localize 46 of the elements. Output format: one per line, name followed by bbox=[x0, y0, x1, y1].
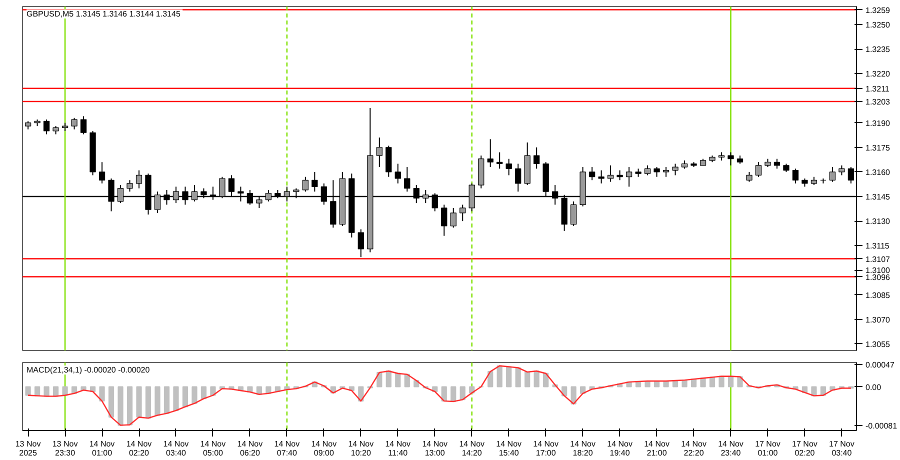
y-tick-label: 1.3115 bbox=[866, 242, 890, 251]
y-tick-label: 0.00 bbox=[866, 382, 882, 392]
x-tick-label: 13 Nov 2025 bbox=[15, 440, 41, 458]
x-tick-label: 17 Nov 02:20 bbox=[792, 440, 818, 458]
ref-line-label: 1.3203 bbox=[866, 98, 891, 107]
x-tick-label: 14 Nov 15:40 bbox=[496, 440, 522, 458]
x-tick-label: 14 Nov 21:00 bbox=[644, 440, 670, 458]
x-tick-label: 14 Nov 23:40 bbox=[718, 440, 744, 458]
y-tick-label: 1.3100 bbox=[866, 266, 891, 276]
x-tick-label: 14 Nov 17:00 bbox=[533, 440, 559, 458]
y-tick-label: 1.3085 bbox=[866, 290, 891, 300]
y-tick-label: 0.00047 bbox=[866, 360, 895, 370]
chart-title: MACD(21,34,1) -0.00020 -0.00020 bbox=[26, 366, 150, 374]
x-tick-label: 14 Nov 02:20 bbox=[126, 440, 152, 458]
ref-line-label: 1.3107 bbox=[866, 254, 891, 264]
ref-line-label: 1.3145 bbox=[866, 192, 891, 202]
y-tick-label: 1.3190 bbox=[866, 118, 891, 128]
ref-line-label: 1.3096 bbox=[866, 272, 891, 282]
x-tick-label: 14 Nov 11:40 bbox=[385, 440, 411, 458]
x-tick-label: 14 Nov 22:20 bbox=[681, 440, 706, 458]
y-tick-label: 1.3130 bbox=[866, 217, 891, 226]
y-tick-label: 1.3160 bbox=[866, 168, 891, 177]
x-tick-label: 14 Nov 14:20 bbox=[459, 440, 485, 458]
x-tick-label: 14 Nov 05:00 bbox=[200, 440, 226, 458]
x-tick-label: 14 Nov 19:40 bbox=[607, 440, 632, 458]
y-tick-label: 1.3175 bbox=[866, 143, 891, 152]
y-tick-label: 1.3220 bbox=[866, 70, 891, 79]
ref-line-label: 1.3259 bbox=[866, 6, 891, 15]
y-tick-label: 1.3235 bbox=[866, 45, 891, 54]
ref-line-label: 1.3211 bbox=[866, 84, 890, 94]
x-tick-label: 14 Nov 07:40 bbox=[274, 440, 300, 458]
x-tick-label: 13 Nov 23:30 bbox=[52, 440, 78, 458]
x-tick-label: 14 Nov 06:20 bbox=[237, 440, 263, 458]
x-tick-label: 14 Nov 01:00 bbox=[89, 440, 115, 458]
x-tick-label: 14 Nov 10:20 bbox=[348, 440, 374, 458]
x-tick-label: 14 Nov 13:00 bbox=[422, 440, 448, 458]
x-tick-label: 17 Nov 03:40 bbox=[829, 440, 854, 458]
x-tick-label: 17 Nov 01:00 bbox=[755, 440, 780, 458]
y-tick-label: 1.3070 bbox=[866, 315, 891, 324]
chart-title: GBPUSD,M5 1.3145 1.3146 1.3144 1.3145 bbox=[26, 10, 181, 18]
y-tick-label: 1.3055 bbox=[866, 340, 891, 349]
y-tick-label: 1.3250 bbox=[866, 20, 891, 30]
x-tick-label: 14 Nov 09:00 bbox=[311, 440, 337, 458]
y-tick-label: -0.00081 bbox=[866, 421, 898, 430]
x-tick-label: 14 Nov 03:40 bbox=[163, 440, 189, 458]
x-tick-label: 14 Nov 18:20 bbox=[570, 440, 596, 458]
